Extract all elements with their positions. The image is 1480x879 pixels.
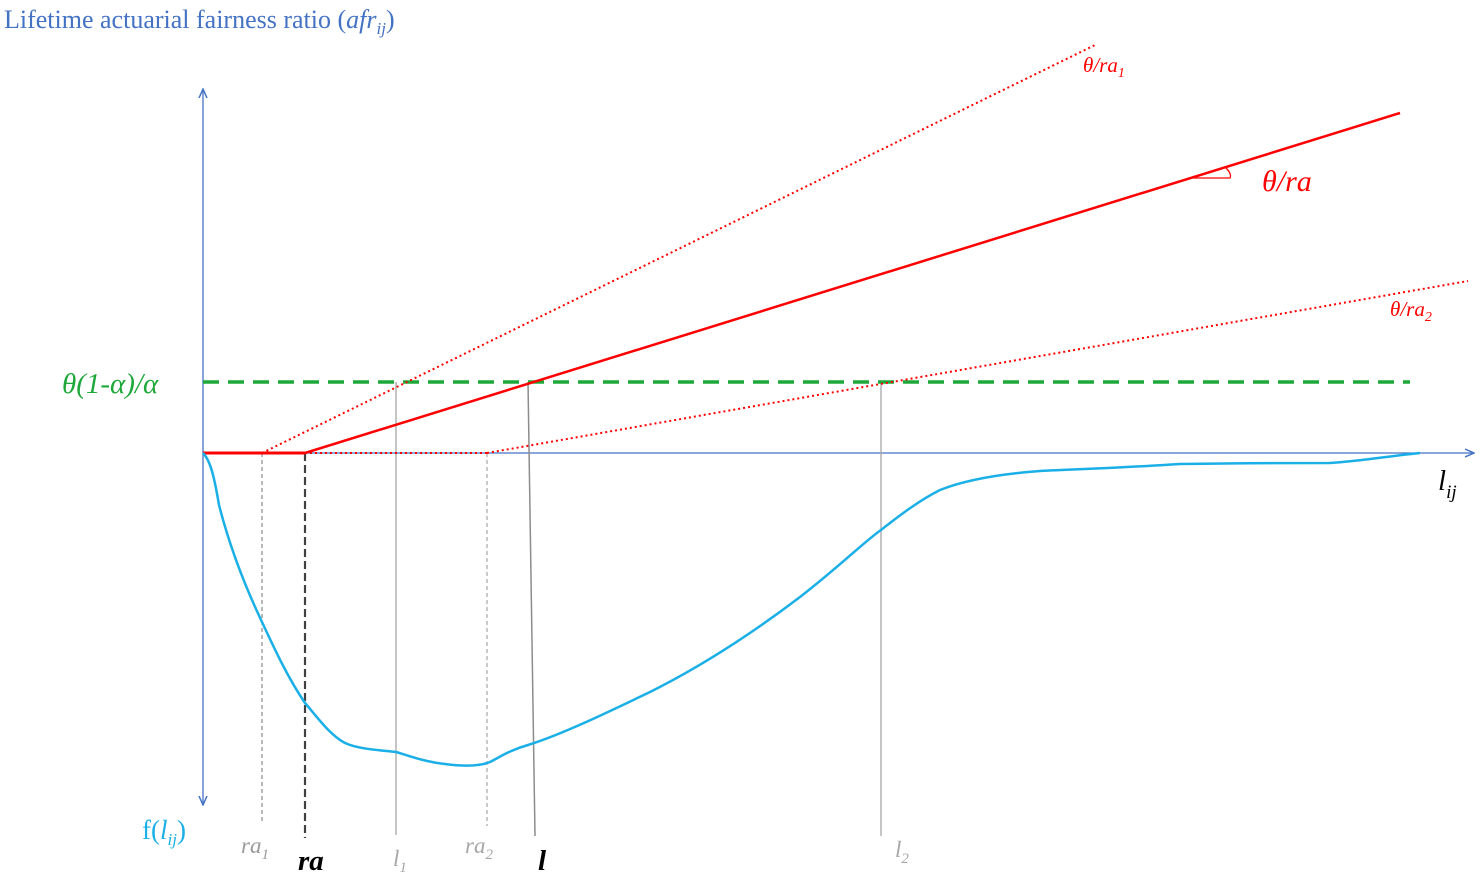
slope-line-ra2 bbox=[486, 280, 1469, 454]
tick-label-ra: ra bbox=[298, 845, 324, 877]
tick-label-l2: l2 bbox=[895, 837, 909, 867]
guide-l bbox=[527, 381, 536, 837]
slope-label-ra: θ/ra bbox=[1262, 165, 1312, 198]
slope-label-ra2: θ/ra2 bbox=[1390, 297, 1432, 325]
slope-line-ra bbox=[304, 111, 1401, 455]
tick-label-l: l bbox=[538, 845, 547, 877]
y-axis-bottom-label: f(lij) bbox=[142, 815, 186, 849]
diagram-title: Lifetime actuarial fairness ratio (afrij… bbox=[4, 5, 395, 38]
tick-label-ra2: ra2 bbox=[465, 833, 493, 863]
threshold-label: θ(1-α)/α bbox=[62, 368, 159, 400]
slope-label-ra1: θ/ra1 bbox=[1083, 53, 1125, 81]
x-axis-label: lij bbox=[1438, 465, 1457, 503]
slope-line-ra1 bbox=[261, 44, 1096, 454]
tick-label-l1: l1 bbox=[393, 846, 407, 876]
density-curve bbox=[202, 451, 1421, 767]
tick-label-ra1: ra1 bbox=[241, 833, 269, 863]
slope-angle-marker bbox=[1193, 167, 1232, 179]
